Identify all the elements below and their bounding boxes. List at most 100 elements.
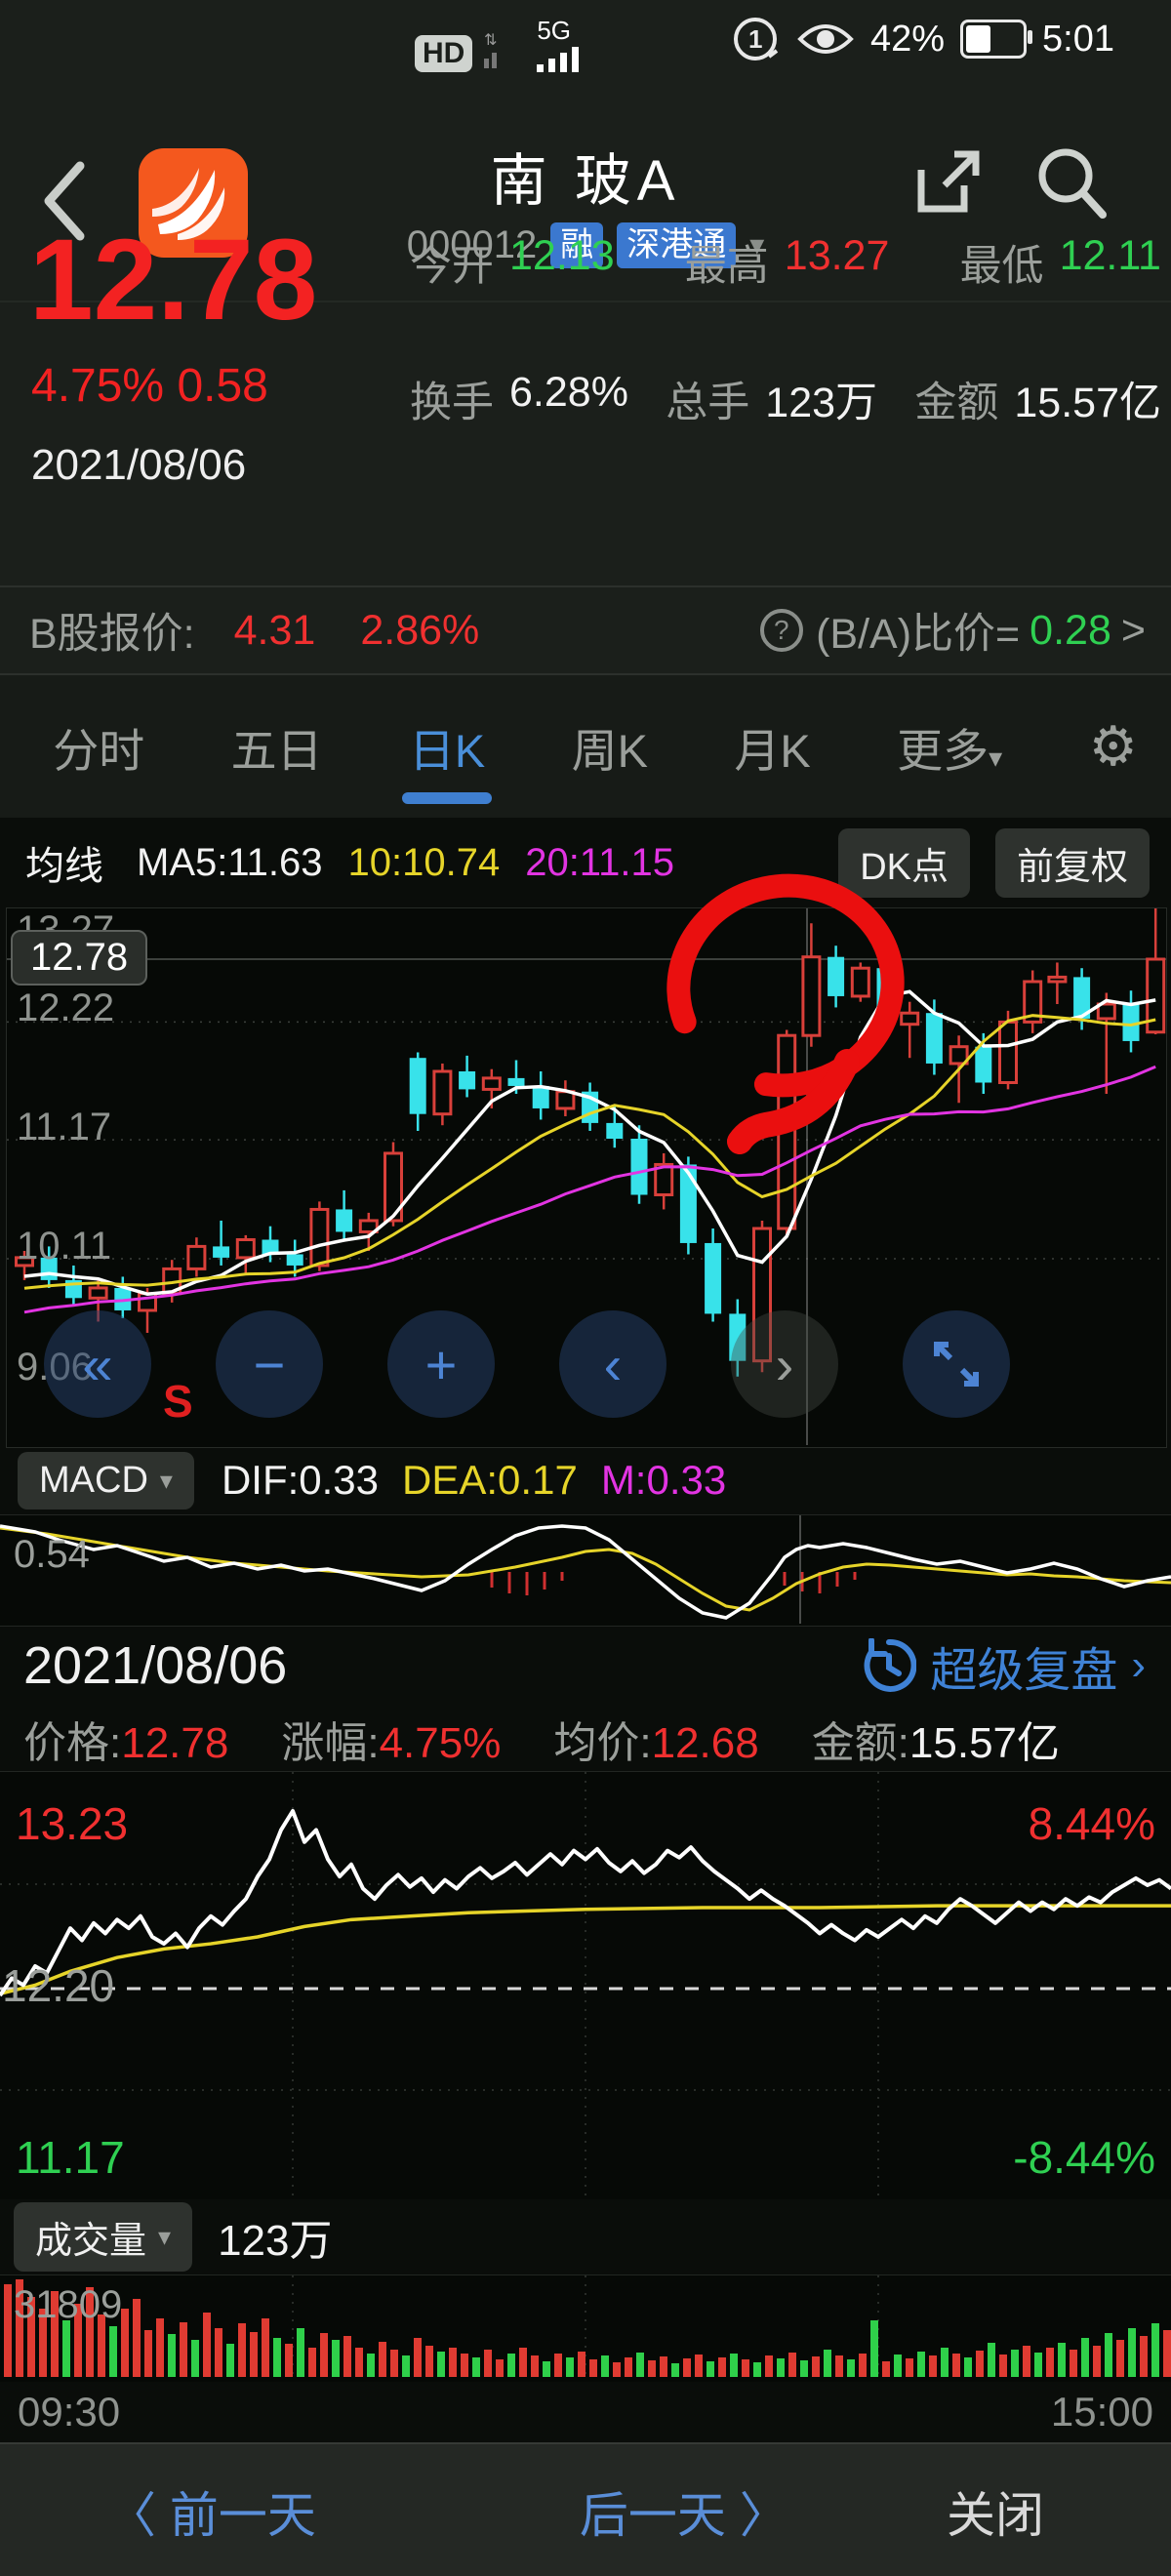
macd-peak-label: 0.54 — [14, 1533, 90, 1576]
pr-label: 均价: — [553, 1718, 652, 1767]
eye-comfort-icon — [797, 24, 854, 54]
next-day-button[interactable]: 后一天 〉 — [579, 2487, 788, 2543]
zoom-in-button[interactable]: + — [387, 1310, 495, 1418]
ratio-value: 0.28 — [1030, 606, 1111, 654]
next-page-button[interactable]: › — [731, 1310, 838, 1418]
dk-point-button[interactable]: DK点 — [838, 827, 970, 898]
ratio-label: (B/A)比价= — [816, 611, 1021, 658]
close-time-label: 15:00 — [1050, 2389, 1153, 2435]
pr-value: 12.68 — [651, 1718, 759, 1767]
stat-label: 今开 — [410, 243, 494, 290]
hd-badge-icon: HD — [415, 35, 473, 72]
back-icon[interactable] — [35, 158, 94, 244]
signal-bars-icon — [537, 47, 580, 72]
open-time-label: 09:30 — [18, 2389, 121, 2435]
ma5-value: MA5:11.63 — [137, 840, 323, 884]
volume-row: 成交量 ▾ 123万 — [0, 2198, 1171, 2274]
bshare-label: B股报价: — [29, 611, 195, 658]
volume-canvas — [4, 2275, 1171, 2380]
fullscreen-button[interactable] — [903, 1310, 1010, 1418]
super-replay-link[interactable]: 超级复盘 › — [862, 1631, 1146, 1700]
margin-badge: 融 — [550, 222, 604, 268]
dif-value: DIF:0.33 — [221, 1457, 380, 1503]
intraday-chart[interactable]: 13.23 8.44% 12.20 11.17 -8.44% — [0, 1771, 1171, 2199]
tab-fenshi[interactable]: 分时 — [53, 724, 145, 777]
indicator-selector[interactable]: MACD ▾ — [18, 1451, 194, 1509]
header: 南 玻A 000012 融 深港通 ▾ — [0, 88, 1171, 302]
intraday-high-label: 13.23 — [16, 1798, 129, 1849]
volume-peak-label: 31809 — [14, 2283, 123, 2326]
volume-dropdown-icon: ▾ — [158, 2221, 172, 2251]
replay-chevron-icon: › — [1131, 1640, 1146, 1689]
tab-more[interactable]: 更多▾ — [897, 724, 1003, 777]
intraday-stats-row: 价格:12.78 涨幅:4.75% 均价:12.68 金额:15.57亿 — [0, 1706, 1171, 1771]
session-date: 2021/08/06 — [23, 1635, 288, 1695]
close-button[interactable]: 关闭 — [947, 2487, 1044, 2543]
prev-day-button[interactable]: 〈 前一天 — [107, 2487, 316, 2543]
period-tabs: 分时 五日 日K 周K 月K 更多▾ ⚙ — [0, 675, 1171, 818]
svg-text:⇅: ⇅ — [484, 32, 497, 49]
bottom-nav: 〈 前一天 后一天 〉 关闭 — [0, 2442, 1171, 2576]
volume-selector[interactable]: 成交量 ▾ — [14, 2201, 193, 2272]
share-icon[interactable] — [909, 144, 986, 221]
stat-label: 最低 — [959, 243, 1044, 290]
macd-chart[interactable]: 0.54 — [0, 1514, 1171, 1627]
k-axis-11-17: 11.17 — [17, 1106, 112, 1148]
bshare-price: 4.31 — [233, 606, 316, 654]
ma-legend-row: 均线 MA5:11.63 10:10.74 20:11.15 DK点 前复权 — [0, 818, 1171, 907]
tab-yuek[interactable]: 月K — [734, 724, 811, 777]
intraday-low-pct-label: -8.44% — [1013, 2132, 1155, 2183]
bshare-chevron-icon: > — [1120, 606, 1146, 654]
battery-percent-label: 42% — [869, 18, 946, 60]
current-price-tag: 12.78 — [11, 930, 148, 986]
tab-zhouk[interactable]: 周K — [571, 724, 649, 777]
bshare-row[interactable]: B股报价: 4.31 2.86% ? (B/A)比价= 0.28 > — [0, 585, 1171, 675]
ma-title: 均线 — [25, 845, 103, 888]
kline-chart[interactable]: 13.27 12.22 11.17 10.11 9.06 12.78 S « −… — [6, 907, 1167, 1448]
intraday-low-label: 11.17 — [16, 2132, 125, 2183]
pr-value: 12.78 — [121, 1718, 229, 1767]
rewind-button[interactable]: « — [44, 1310, 151, 1418]
macd-canvas — [0, 1515, 1171, 1624]
top-background — [0, 0, 1171, 675]
stat-value: 15.57亿 — [1014, 380, 1161, 426]
time-axis: 09:30 15:00 — [0, 2389, 1171, 2442]
quote-stats: 今开 12.13 最高 13.27 最低 12.11 换手 6.28% 总手 123万 金… — [410, 232, 1161, 505]
stat-value: 13.27 — [784, 232, 890, 279]
stat-label: 换手 — [410, 380, 494, 426]
prev-page-button[interactable]: ‹ — [559, 1310, 666, 1418]
last-price: 12.78 — [29, 216, 318, 344]
stat-value: 12.11 — [1059, 232, 1161, 279]
stat-value: 12.13 — [509, 232, 615, 279]
settings-gear-icon[interactable]: ⚙ — [1088, 715, 1138, 777]
replay-clock-icon — [864, 1637, 917, 1692]
intraday-high-pct-label: 8.44% — [1028, 1798, 1155, 1849]
volume-value: 123万 — [218, 2217, 333, 2265]
expand-arrows-icon — [934, 1342, 979, 1387]
subtitle-dropdown-icon[interactable]: ▾ — [749, 228, 765, 262]
forward-adjust-button[interactable]: 前复权 — [994, 827, 1150, 898]
secondary-signal-icon: ⇅ — [484, 32, 498, 68]
stat-label: 总手 — [666, 380, 750, 426]
ma10-value: 10:10.74 — [347, 840, 501, 884]
bshare-pct: 2.86% — [360, 606, 480, 654]
ma20-value: 20:11.15 — [525, 840, 674, 884]
volume-chart[interactable]: 31809 — [0, 2274, 1171, 2382]
intraday-canvas — [0, 1772, 1171, 2199]
tab-rik[interactable]: 日K — [405, 704, 489, 790]
indicator-row: MACD ▾ DIF:0.33 DEA:0.17 M:0.33 — [0, 1446, 1171, 1514]
quote-date: 2021/08/06 — [31, 441, 247, 489]
tabs-background — [0, 675, 1171, 818]
dea-value: DEA:0.17 — [402, 1457, 578, 1503]
zoom-out-button[interactable]: − — [216, 1310, 323, 1418]
pr-value: 15.57亿 — [909, 1718, 1061, 1767]
stat-label: 金额 — [914, 380, 999, 426]
pr-label: 金额: — [811, 1718, 909, 1767]
k-axis-10-11: 10.11 — [17, 1225, 112, 1268]
tab-wuri[interactable]: 五日 — [230, 724, 323, 777]
battery-icon — [960, 20, 1033, 59]
search-icon[interactable] — [1030, 142, 1110, 222]
stock-title: 南 玻A — [490, 149, 681, 213]
question-circle-icon[interactable]: ? — [757, 606, 806, 655]
